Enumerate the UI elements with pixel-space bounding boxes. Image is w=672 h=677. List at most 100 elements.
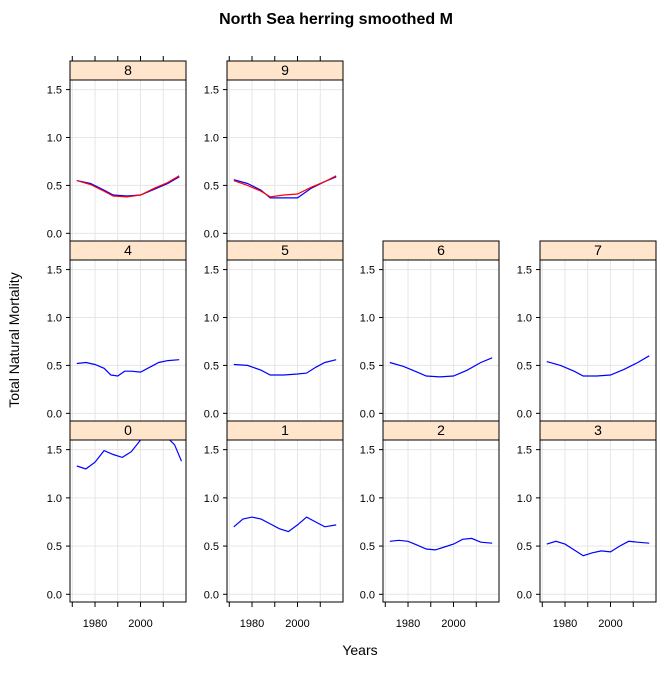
panel-age-3: 3 0.0 0.5 1.0 1.5 1980 2000	[517, 420, 657, 630]
x-tick-label: 1980	[553, 618, 577, 630]
strip-label: 7	[594, 242, 602, 258]
y-tick-label: 1.0	[360, 493, 375, 505]
y-tick-label: 1.0	[47, 133, 62, 145]
y-axis-title: Total Natural Mortality	[6, 272, 22, 407]
y-tick-label: 0.5	[360, 541, 375, 553]
series-line-blue	[546, 540, 650, 557]
y-tick-label: 0.5	[47, 541, 62, 553]
y-tick-label: 0.5	[47, 360, 62, 372]
y-tick-label: 0.0	[47, 408, 62, 420]
panel-age-4: 4 0.0 0.5 1.0 1.5	[47, 240, 187, 422]
y-tick-label: 0.0	[204, 408, 219, 420]
panel-age-6: 6 0.0 0.5 1.0 1.5	[360, 240, 500, 422]
x-tick-label: 2000	[441, 618, 465, 630]
strip-label: 4	[124, 242, 132, 258]
y-tick-label: 1.5	[360, 445, 375, 457]
panel-age-0: 0 0.0 0.5 1.0 1.5 1980 2000	[47, 420, 187, 630]
strip-background	[69, 420, 187, 441]
y-tick-label: 1.5	[47, 85, 62, 97]
series-line-blue	[233, 359, 337, 376]
y-tick-label: 0.0	[204, 589, 219, 601]
strip-label: 0	[124, 422, 132, 438]
strip-label: 6	[437, 242, 445, 258]
y-tick-label: 0.0	[517, 408, 532, 420]
y-tick-label: 1.5	[517, 445, 532, 457]
y-tick-label: 0.0	[47, 228, 62, 240]
strip-background	[382, 240, 500, 261]
panel-age-7: 7 0.0 0.5 1.0 1.5	[517, 240, 657, 422]
series-line-blue	[76, 359, 180, 377]
y-tick-label: 0.5	[204, 180, 219, 192]
panel-frame	[226, 420, 344, 603]
x-tick-label: 2000	[598, 618, 622, 630]
series-line-blue	[76, 176, 180, 197]
series-line-blue	[389, 357, 493, 378]
y-tick-label: 0.5	[517, 541, 532, 553]
x-tick-label: 1980	[240, 618, 264, 630]
strip-background	[69, 240, 187, 261]
y-tick-label: 1.0	[204, 493, 219, 505]
y-tick-label: 1.0	[47, 313, 62, 325]
x-tick-label: 1980	[396, 618, 420, 630]
y-tick-label: 0.5	[47, 180, 62, 192]
panel-frame	[226, 240, 344, 422]
y-tick-label: 0.5	[360, 360, 375, 372]
panel-frame	[226, 60, 344, 242]
y-tick-label: 1.5	[204, 445, 219, 457]
y-tick-label: 0.0	[517, 589, 532, 601]
y-tick-label: 1.5	[47, 265, 62, 277]
x-axis-title: Years	[342, 642, 377, 658]
y-tick-label: 0.0	[360, 408, 375, 420]
panel-frame	[69, 60, 187, 242]
y-tick-label: 0.5	[204, 360, 219, 372]
series-line-blue	[546, 355, 650, 377]
strip-background	[69, 60, 187, 81]
panel-frame	[382, 240, 500, 422]
panel-frame	[69, 240, 187, 422]
strip-background	[539, 420, 657, 441]
series-line-blue	[389, 537, 493, 551]
x-tick-label: 2000	[128, 618, 152, 630]
panel-age-1: 1 0.0 0.5 1.0 1.5 1980 2000	[204, 420, 344, 630]
x-tick-label: 1980	[83, 618, 107, 630]
y-tick-label: 1.5	[204, 265, 219, 277]
y-tick-label: 0.0	[360, 589, 375, 601]
strip-background	[226, 240, 344, 261]
panel-frame	[539, 420, 657, 603]
x-tick-label: 2000	[285, 618, 309, 630]
y-tick-label: 1.0	[517, 493, 532, 505]
strip-background	[226, 420, 344, 441]
strip-label: 8	[124, 62, 132, 78]
y-tick-label: 0.0	[47, 589, 62, 601]
panel-frame	[69, 420, 187, 603]
y-tick-label: 1.5	[360, 265, 375, 277]
panel-group: 80.00.51.01.590.00.51.01.540.00.51.01.55…	[47, 56, 657, 630]
panel-age-8: 8 0.0 0.5 1.0 1.5	[47, 56, 187, 242]
y-tick-label: 1.5	[517, 265, 532, 277]
y-tick-label: 0.0	[204, 228, 219, 240]
strip-background	[382, 420, 500, 441]
y-tick-label: 1.0	[204, 313, 219, 325]
y-tick-label: 1.0	[517, 313, 532, 325]
y-tick-label: 1.5	[204, 85, 219, 97]
strip-background	[226, 60, 344, 81]
y-tick-label: 1.5	[47, 445, 62, 457]
strip-label: 5	[281, 242, 289, 258]
series-line-red	[233, 175, 337, 198]
panel-age-5: 5 0.0 0.5 1.0 1.5	[204, 240, 344, 422]
strip-label: 9	[281, 62, 289, 78]
y-tick-label: 1.0	[47, 493, 62, 505]
y-tick-label: 1.0	[360, 313, 375, 325]
strip-label: 1	[281, 422, 289, 438]
y-tick-label: 0.5	[517, 360, 532, 372]
strip-label: 3	[594, 422, 602, 438]
y-tick-label: 1.0	[204, 133, 219, 145]
panel-age-2: 2 0.0 0.5 1.0 1.5 1980 2000	[360, 420, 500, 630]
series-line-blue	[233, 516, 337, 533]
panel-frame	[382, 420, 500, 603]
series-line-blue	[76, 437, 183, 470]
panel-frame	[539, 240, 657, 422]
strip-background	[539, 240, 657, 261]
panel-age-9: 9 0.0 0.5 1.0 1.5	[204, 56, 344, 242]
